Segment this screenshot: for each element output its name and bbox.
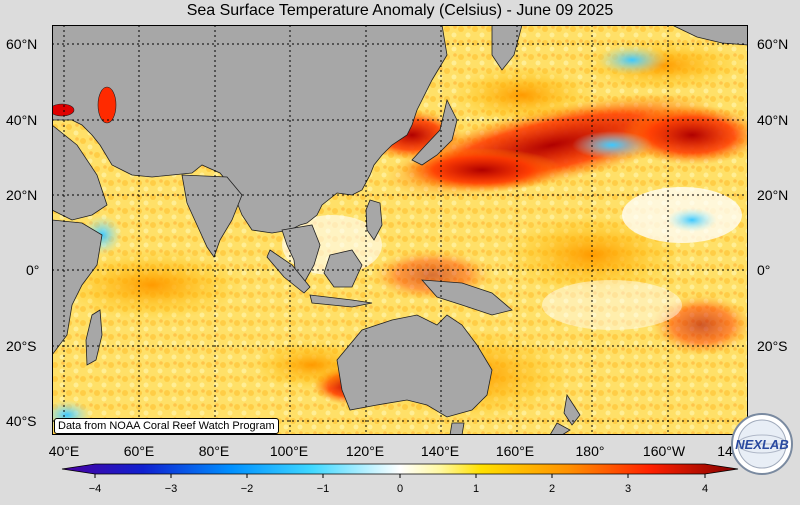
lat-label-left: 40°S xyxy=(6,413,37,429)
japan-landmass xyxy=(411,98,458,166)
lat-label-left: 0° xyxy=(26,262,40,278)
lon-label: 14 xyxy=(717,443,733,459)
colorbar-tick: 2 xyxy=(549,483,555,495)
borneo-landmass xyxy=(323,249,363,288)
colorbar-tick: 3 xyxy=(625,483,631,495)
sumatra-landmass xyxy=(266,249,311,294)
tasmania-landmass xyxy=(449,422,465,435)
nexlab-logo: NEXLAB xyxy=(730,412,794,476)
lat-label-left: 60°N xyxy=(6,36,38,52)
colorbar-tick: −2 xyxy=(241,483,254,495)
colorbar-ramp xyxy=(61,463,739,475)
logo-text: NEXLAB xyxy=(735,437,788,452)
java-landmass xyxy=(309,294,373,308)
colorbar-tick: −3 xyxy=(165,483,178,495)
lon-label: 40°E xyxy=(48,443,80,459)
colorbar-tick: 4 xyxy=(702,483,708,495)
colorbar-tick: 1 xyxy=(473,483,479,495)
kamchatka-landmass xyxy=(491,25,523,71)
australia-landmass xyxy=(336,314,493,418)
graticule xyxy=(52,25,748,435)
lat-label-left: 40°N xyxy=(6,112,38,128)
map-title: Sea Surface Temperature Anomaly (Celsius… xyxy=(186,2,614,19)
lon-label: 180° xyxy=(575,443,605,459)
lon-label: 60°E xyxy=(123,443,155,459)
lon-label: 80°E xyxy=(198,443,230,459)
lon-label: 120°E xyxy=(345,443,385,459)
colorbar-tick: −4 xyxy=(89,483,102,495)
lon-label: 100°E xyxy=(269,443,309,459)
lon-label: 140°E xyxy=(420,443,460,459)
lat-label-right: 20°S xyxy=(757,338,788,354)
colorbar-tick: 0 xyxy=(397,483,403,495)
lat-label-right: 40°N xyxy=(757,112,789,128)
lat-label-right: 20°N xyxy=(757,187,789,203)
new-guinea-landmass xyxy=(421,279,513,316)
lon-label: 160°W xyxy=(642,443,686,459)
lat-label-right: 60°N xyxy=(757,36,789,52)
madagascar-landmass xyxy=(85,309,103,366)
arabia-landmass xyxy=(52,124,108,221)
new-zealand-landmass xyxy=(563,393,581,426)
lat-label-right: 0° xyxy=(757,262,771,278)
new-zealand-south xyxy=(549,422,571,435)
lat-label-left: 20°N xyxy=(6,187,38,203)
colorbar-tick: −1 xyxy=(317,483,330,495)
sst-anomaly-map xyxy=(52,25,748,435)
alaska-landmass xyxy=(671,25,748,46)
data-credit-label: Data from NOAA Coral Reef Watch Program xyxy=(54,418,279,434)
colorbar: −4 −3 −2 −1 0 1 2 3 4 xyxy=(0,460,800,500)
anomaly-patches xyxy=(52,40,748,430)
lat-label-left: 20°S xyxy=(6,338,37,354)
lon-label: 160°E xyxy=(495,443,535,459)
